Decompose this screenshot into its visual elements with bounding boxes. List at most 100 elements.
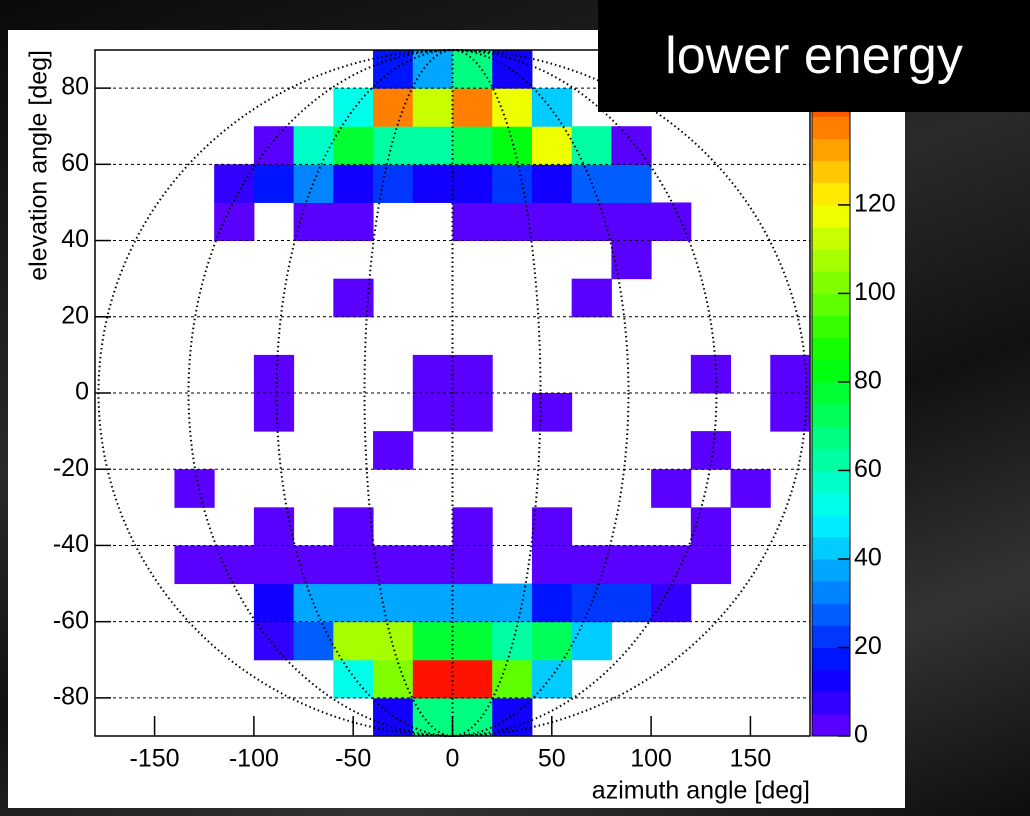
cell	[452, 126, 493, 165]
cell	[452, 697, 493, 737]
cell	[531, 659, 573, 699]
cell	[373, 583, 414, 623]
cell	[333, 164, 374, 203]
x-tick-label: -150	[130, 745, 180, 773]
colorbar-band	[812, 138, 850, 162]
cell	[293, 126, 334, 165]
colorbar-tick-label: 0	[854, 721, 868, 749]
cell	[651, 545, 692, 585]
cell	[333, 202, 374, 242]
cell	[293, 202, 334, 242]
cell	[214, 202, 255, 242]
cell	[412, 697, 453, 737]
cell	[373, 164, 414, 203]
cell	[770, 393, 811, 432]
cell	[253, 164, 295, 203]
x-tick-label: 50	[538, 745, 566, 773]
cell	[690, 507, 732, 546]
cell	[333, 583, 374, 623]
cell	[492, 88, 533, 127]
colorbar-band	[812, 337, 850, 361]
colorbar-band	[812, 204, 850, 228]
cell	[492, 126, 533, 165]
cell	[452, 393, 493, 432]
cell	[412, 164, 453, 203]
cell	[452, 202, 493, 242]
cell	[492, 202, 533, 242]
colorbar-band	[812, 359, 850, 383]
colorbar-band	[812, 536, 850, 560]
cell	[531, 126, 573, 165]
colorbar-band	[812, 315, 850, 339]
y-tick-label: 20	[61, 301, 89, 329]
meridian	[363, 49, 542, 737]
colorbar-band	[812, 227, 850, 250]
cell	[690, 431, 732, 470]
cell	[452, 545, 493, 585]
cell	[651, 202, 692, 242]
x-tick-label: -50	[335, 745, 371, 773]
cell	[531, 164, 573, 203]
colorbar-band	[812, 647, 850, 671]
cell	[412, 354, 453, 394]
colorbar-band	[812, 492, 850, 516]
colorbar-band	[812, 470, 850, 494]
cell	[531, 202, 573, 242]
cell	[214, 545, 255, 585]
x-tick-label: 150	[730, 745, 772, 773]
cell	[253, 583, 295, 623]
cell	[452, 583, 493, 623]
cell	[373, 126, 414, 165]
colorbar-tick-label: 120	[854, 190, 896, 218]
y-tick-label: 0	[75, 378, 89, 406]
cell	[571, 583, 612, 623]
cell	[333, 278, 374, 318]
colorbar-band	[812, 625, 850, 648]
cell	[531, 393, 573, 432]
y-axis-title: elevation angle [deg]	[25, 50, 53, 281]
colorbar-band	[812, 116, 850, 140]
colorbar-band	[812, 249, 850, 272]
cell	[333, 88, 374, 127]
colorbar-tick-label: 20	[854, 632, 882, 660]
cell	[373, 50, 414, 89]
cell	[531, 507, 573, 546]
cell	[333, 545, 374, 585]
cell	[373, 621, 414, 661]
cell	[333, 621, 374, 661]
cell	[571, 126, 612, 165]
cell	[452, 164, 493, 203]
cell	[412, 583, 453, 623]
y-tick-label: 80	[61, 73, 89, 101]
colorbar-band	[812, 271, 850, 294]
cell	[412, 393, 453, 432]
cell	[770, 354, 811, 394]
annotation: lower energy	[598, 0, 1030, 112]
colorbar-band	[812, 669, 850, 693]
cell	[412, 545, 453, 585]
cell	[373, 88, 414, 127]
cell	[452, 659, 493, 699]
colorbar-band	[812, 448, 850, 471]
cell	[611, 240, 652, 280]
cell	[571, 278, 612, 318]
cell	[611, 164, 652, 203]
cell	[253, 393, 295, 432]
cell	[373, 545, 414, 585]
cell	[412, 88, 453, 127]
cell	[571, 621, 612, 661]
cell	[253, 621, 295, 661]
cell	[333, 507, 374, 546]
colorbar-tick-label: 40	[854, 544, 882, 572]
cell	[293, 621, 334, 661]
y-tick-label: 60	[61, 149, 89, 177]
colorbar-band	[812, 182, 850, 206]
colorbar-tick-label: 100	[854, 278, 896, 306]
cell	[651, 469, 692, 508]
cell	[611, 583, 652, 623]
colorbar-band	[812, 603, 850, 626]
cell	[412, 659, 453, 699]
cell	[492, 659, 533, 699]
cell	[611, 202, 652, 242]
colorbar-band	[812, 713, 850, 737]
